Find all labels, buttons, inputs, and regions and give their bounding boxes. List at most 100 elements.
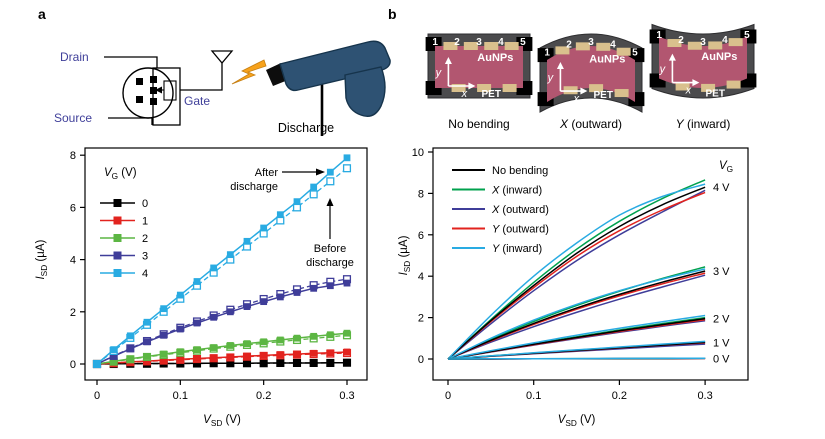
iv-curve [447,183,706,360]
marker-filled-square [210,264,218,272]
contact-pad [463,42,478,50]
y-tick-label: 2 [70,307,76,319]
series-after-line [96,351,348,365]
iv-curve [447,340,706,360]
x-tick-label: 0.2 [612,390,627,402]
legend-item-label: 3 [142,251,148,263]
circuit-discharge-illustration: Drain Source Gate Discharge [54,40,391,136]
marker-open-square [326,177,335,186]
legend-title: VG (V) [104,167,137,181]
electrode-number: 1 [656,30,662,41]
marker-filled-square [276,359,284,367]
x-arrow-head [468,82,476,90]
contact-pad [675,82,690,91]
marker-filled-square [193,346,201,354]
marker-filled-square [143,357,151,365]
contact-pad [726,80,741,89]
electrode-number: 4 [722,35,728,46]
gate-voltage-label: 0 V [713,353,730,365]
marker-filled-square [126,345,134,353]
gate-wire [180,63,223,91]
source-wire [108,117,153,125]
marker-filled-square [243,303,251,310]
y-axis-letter: y [435,67,443,79]
discharge-bolt-icon [231,59,267,85]
electrode-number: 1 [432,37,438,48]
marker-filled-square [93,360,101,368]
y-tick-label: 6 [418,230,424,242]
marker-filled-square [193,355,201,362]
marker-filled-square [210,344,218,351]
marker-filled-square [326,349,334,357]
marker-filled-square [243,359,251,367]
marker-filled-square [226,308,234,316]
y-tick-label: 6 [70,202,76,214]
pet-label: PET [706,88,725,99]
marker-filled-square [143,318,151,326]
iv-curve [447,270,706,360]
x-arrow-head [692,79,700,87]
marker-filled-square [160,331,168,339]
legend-swatch-marker [113,199,122,207]
y-tick-label: 2 [418,313,424,325]
gate-label: Gate [184,94,210,108]
marker-filled-square [310,284,318,292]
transistor-package [122,67,174,119]
y-tick-label: 4 [70,255,76,267]
aunps-film [659,36,747,88]
electrode-number: 5 [744,30,750,41]
marker-filled-square [326,168,334,176]
legend-swatch-marker [113,234,122,242]
aunps-label: AuNPs [589,53,625,65]
marker-filled-square [310,332,318,340]
drain-wire [104,56,158,68]
contact-pad [667,39,682,48]
gun-body [279,40,391,92]
marker-filled-square [126,355,134,363]
y-arrow-head [668,53,676,61]
transistor-body [152,67,181,126]
series-after-line [96,361,347,365]
marker-filled-square [210,359,218,367]
x-axis-letter: x [573,93,580,105]
vg-header: VG [719,160,733,174]
marker-filled-square [176,325,184,333]
series-before-line [96,167,348,365]
marker-filled-square [143,338,151,346]
y-axis-letter: y [659,64,667,76]
contact-pad [616,47,631,56]
marker-filled-square [210,354,218,362]
contact-pad [589,84,604,93]
electrode-number: 3 [588,37,594,48]
discharge-label: Discharge [278,121,334,135]
iv-curve [447,357,706,360]
chart-a: 0 2 4 6 8 0 0.1 0.2 0.3 VSD (V) ISD (µA) VG (V) 0 1 2 3… [35,147,368,428]
transistor-pin [150,76,157,83]
annotations: After discharge Before discharge [230,167,354,269]
pet-label: PET [482,89,501,100]
legend-item-label: Y (inward) [492,243,542,255]
marker-filled-square [276,336,284,344]
marker-filled-square [343,348,351,356]
antenna-icon [210,50,234,65]
bending-devices-illustration: 1 2 3 4 5 AuNPs y x PET No bending 1 2 3 4 5 AuNPs y x PET… [425,23,757,131]
before-discharge-label: discharge [306,257,354,269]
marker-filled-square [343,359,351,367]
electrode-number: 5 [520,37,526,48]
gate-arrow-head [155,86,162,94]
marker-filled-square [260,359,268,367]
iv-curve [447,179,706,360]
after-discharge-label: discharge [230,181,278,193]
gun-handle [344,66,386,118]
electrode-number: 3 [476,37,482,48]
legend-item-label: 0 [142,198,148,210]
marker-filled-square [293,289,301,296]
y-arrow-head [444,57,452,64]
contact-pad [701,83,716,92]
legend-swatch-marker [113,251,122,260]
device-illustration: 1 2 3 4 5 AuNPs y x PET [649,23,757,99]
x-tick-label: 0.1 [526,390,541,402]
marker-open-square [342,164,352,173]
marker-filled-square [143,353,151,360]
x-axis-title: VSD (V) [558,414,596,428]
